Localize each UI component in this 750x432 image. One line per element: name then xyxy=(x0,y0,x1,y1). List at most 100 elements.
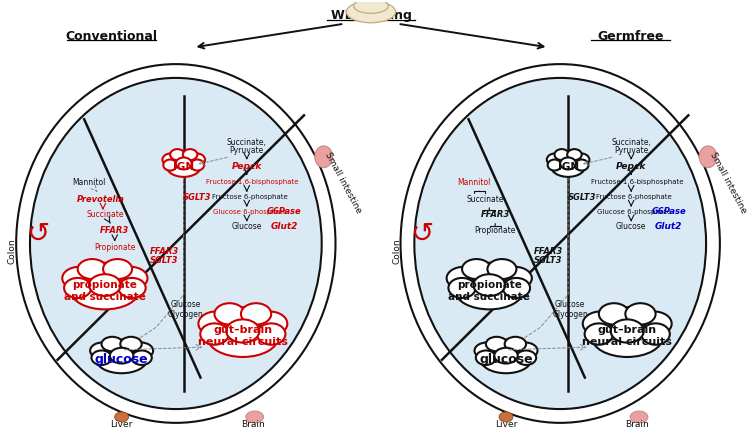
Ellipse shape xyxy=(567,149,582,160)
Text: and succinate: and succinate xyxy=(64,292,146,302)
Text: glucose: glucose xyxy=(479,353,532,366)
Text: Brain: Brain xyxy=(626,420,649,429)
Ellipse shape xyxy=(166,156,201,177)
Text: Pyruvate: Pyruvate xyxy=(614,146,648,156)
Ellipse shape xyxy=(224,307,262,333)
Ellipse shape xyxy=(199,311,234,336)
Ellipse shape xyxy=(475,343,500,359)
Ellipse shape xyxy=(636,311,672,336)
Text: Liver: Liver xyxy=(110,420,133,429)
Ellipse shape xyxy=(512,343,538,359)
Ellipse shape xyxy=(118,278,146,298)
Ellipse shape xyxy=(87,263,123,287)
Ellipse shape xyxy=(175,151,193,165)
Ellipse shape xyxy=(499,412,513,422)
Text: SGLT3: SGLT3 xyxy=(183,193,211,202)
Ellipse shape xyxy=(176,158,192,169)
Text: Glut2: Glut2 xyxy=(271,222,298,231)
Ellipse shape xyxy=(241,303,272,324)
Ellipse shape xyxy=(505,337,526,351)
Ellipse shape xyxy=(103,259,132,279)
Ellipse shape xyxy=(207,317,278,357)
Text: FFAR3: FFAR3 xyxy=(481,210,510,219)
Ellipse shape xyxy=(97,346,147,373)
Text: Liver: Liver xyxy=(495,420,517,429)
Ellipse shape xyxy=(90,343,116,359)
Text: ↺: ↺ xyxy=(26,219,50,248)
Text: G6Pase: G6Pase xyxy=(267,207,302,216)
Ellipse shape xyxy=(641,324,670,345)
Ellipse shape xyxy=(346,1,395,23)
Ellipse shape xyxy=(503,278,530,298)
Ellipse shape xyxy=(101,337,123,351)
Ellipse shape xyxy=(462,259,491,279)
Ellipse shape xyxy=(493,340,520,357)
Text: propionate: propionate xyxy=(457,280,522,290)
Text: neural circuits: neural circuits xyxy=(198,337,288,347)
Ellipse shape xyxy=(516,350,536,365)
Ellipse shape xyxy=(699,146,717,168)
Ellipse shape xyxy=(583,311,619,336)
Text: FFAR3: FFAR3 xyxy=(149,247,178,256)
Ellipse shape xyxy=(585,324,613,345)
Text: gut–brain: gut–brain xyxy=(213,325,272,335)
Ellipse shape xyxy=(473,274,505,296)
Text: Glucose: Glucose xyxy=(616,222,646,231)
Text: IGN: IGN xyxy=(557,162,579,172)
Text: ↺: ↺ xyxy=(410,219,434,248)
Ellipse shape xyxy=(554,149,569,160)
Ellipse shape xyxy=(89,274,121,296)
Text: Glycogen: Glycogen xyxy=(552,310,588,319)
Text: Conventional: Conventional xyxy=(66,30,158,43)
Text: Prevotella: Prevotella xyxy=(77,195,125,203)
Ellipse shape xyxy=(486,337,507,351)
Ellipse shape xyxy=(572,153,590,166)
Text: glucose: glucose xyxy=(94,353,148,366)
Text: SGLT3: SGLT3 xyxy=(534,256,562,265)
Text: FFAR3: FFAR3 xyxy=(534,247,563,256)
Text: Succinate,: Succinate, xyxy=(611,139,651,147)
Ellipse shape xyxy=(110,348,134,363)
Ellipse shape xyxy=(547,153,564,166)
Ellipse shape xyxy=(62,267,97,289)
Ellipse shape xyxy=(476,350,496,365)
Text: IGN: IGN xyxy=(173,162,194,172)
Ellipse shape xyxy=(315,146,332,168)
Ellipse shape xyxy=(16,64,335,423)
Ellipse shape xyxy=(92,350,112,365)
Ellipse shape xyxy=(354,0,388,13)
Ellipse shape xyxy=(551,156,585,177)
Ellipse shape xyxy=(575,159,589,171)
Text: Fructose 1,6-bisphosphate: Fructose 1,6-bisphosphate xyxy=(206,179,299,185)
Ellipse shape xyxy=(246,411,263,423)
Text: Glycogen: Glycogen xyxy=(168,310,203,319)
Ellipse shape xyxy=(414,78,706,409)
Ellipse shape xyxy=(214,303,244,324)
Ellipse shape xyxy=(170,149,184,160)
Text: Small intestine: Small intestine xyxy=(708,150,748,215)
Text: SGLT3: SGLT3 xyxy=(150,256,178,265)
Text: Glucose: Glucose xyxy=(555,300,585,309)
Text: Pepck: Pepck xyxy=(232,162,262,171)
Ellipse shape xyxy=(400,64,720,423)
Ellipse shape xyxy=(598,303,629,324)
Text: Colon: Colon xyxy=(392,238,401,264)
Ellipse shape xyxy=(115,412,128,422)
Text: Small intestine: Small intestine xyxy=(323,150,363,215)
Ellipse shape xyxy=(164,159,177,171)
Text: G6Pase: G6Pase xyxy=(651,207,686,216)
Text: Propionate: Propionate xyxy=(475,226,516,235)
Ellipse shape xyxy=(251,311,287,336)
Ellipse shape xyxy=(448,278,476,298)
Ellipse shape xyxy=(548,159,561,171)
Ellipse shape xyxy=(78,259,106,279)
Text: Fructose 1,6-bisphosphate: Fructose 1,6-bisphosphate xyxy=(591,179,683,185)
Text: Mannitol: Mannitol xyxy=(73,178,106,187)
Text: Fructose 6-phosphate: Fructose 6-phosphate xyxy=(212,194,288,200)
Ellipse shape xyxy=(257,324,286,345)
Text: Colon: Colon xyxy=(8,238,16,264)
Ellipse shape xyxy=(610,319,644,343)
Ellipse shape xyxy=(64,278,92,298)
Text: Brain: Brain xyxy=(241,420,265,429)
Ellipse shape xyxy=(226,319,260,343)
